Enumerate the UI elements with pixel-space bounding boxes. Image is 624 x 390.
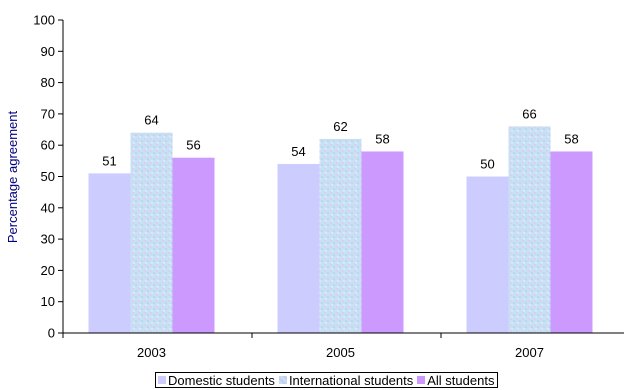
data-label: 50 <box>480 157 494 172</box>
legend-item-domestic-students: Domestic students <box>158 373 275 388</box>
bar-domestic-students-2005 <box>277 163 320 333</box>
legend-swatch <box>278 376 287 384</box>
data-label: 58 <box>375 131 389 146</box>
legend-label: International students <box>288 372 414 388</box>
bar-all-students-2003 <box>172 157 215 333</box>
x-tick-label: 2003 <box>137 345 166 360</box>
x-tick-label: 2005 <box>326 345 355 360</box>
y-axis-label: Percentage agreement <box>5 110 20 243</box>
data-label: 56 <box>186 138 200 153</box>
data-label: 64 <box>144 113 158 128</box>
bar-all-students-2007 <box>550 151 593 333</box>
data-label: 58 <box>564 131 578 146</box>
y-tick-label: 60 <box>41 138 55 153</box>
y-tick-label: 50 <box>41 169 55 184</box>
bar-domestic-students-2007 <box>466 176 509 333</box>
data-labels: 51 64 56 54 62 58 50 66 58 <box>102 106 578 171</box>
y-tick-label: 70 <box>41 106 55 121</box>
bar-international-students-2007 <box>508 126 551 333</box>
bar-all-students-2005 <box>361 151 404 333</box>
data-label: 66 <box>522 106 536 121</box>
y-tick-label: 100 <box>33 13 55 28</box>
bars <box>88 126 593 333</box>
legend: Domestic students International students A… <box>155 372 499 388</box>
bar-domestic-students-2003 <box>88 173 131 333</box>
data-label: 62 <box>333 119 347 134</box>
y-tick-label: 90 <box>41 44 55 59</box>
legend-item-all-students: All students <box>417 373 494 388</box>
y-tick-label: 0 <box>48 326 55 341</box>
y-tick-label: 80 <box>41 75 55 90</box>
y-tick-label: 30 <box>41 232 55 247</box>
legend-item-international-students: International students <box>278 372 414 388</box>
bar-international-students-2003 <box>130 132 173 333</box>
bar-international-students-2005 <box>319 138 362 333</box>
legend-swatch <box>417 376 426 384</box>
y-tick-label: 20 <box>41 263 55 278</box>
x-axis-ticks: 2003 2005 2007 <box>62 333 544 360</box>
y-tick-label: 40 <box>41 200 55 215</box>
data-label: 51 <box>102 153 116 168</box>
legend-label: All students <box>427 372 495 388</box>
y-axis-ticks: 0 10 20 30 40 50 60 70 80 90 100 <box>33 13 63 341</box>
x-tick-label: 2007 <box>515 345 544 360</box>
y-tick-label: 10 <box>41 294 55 309</box>
data-label: 54 <box>291 144 305 159</box>
bar-chart: Percentage agreement 0 10 20 30 40 50 60 70 80 90… <box>5 13 624 360</box>
legend-swatch <box>158 376 166 384</box>
legend-label: Domestic students <box>168 372 275 388</box>
